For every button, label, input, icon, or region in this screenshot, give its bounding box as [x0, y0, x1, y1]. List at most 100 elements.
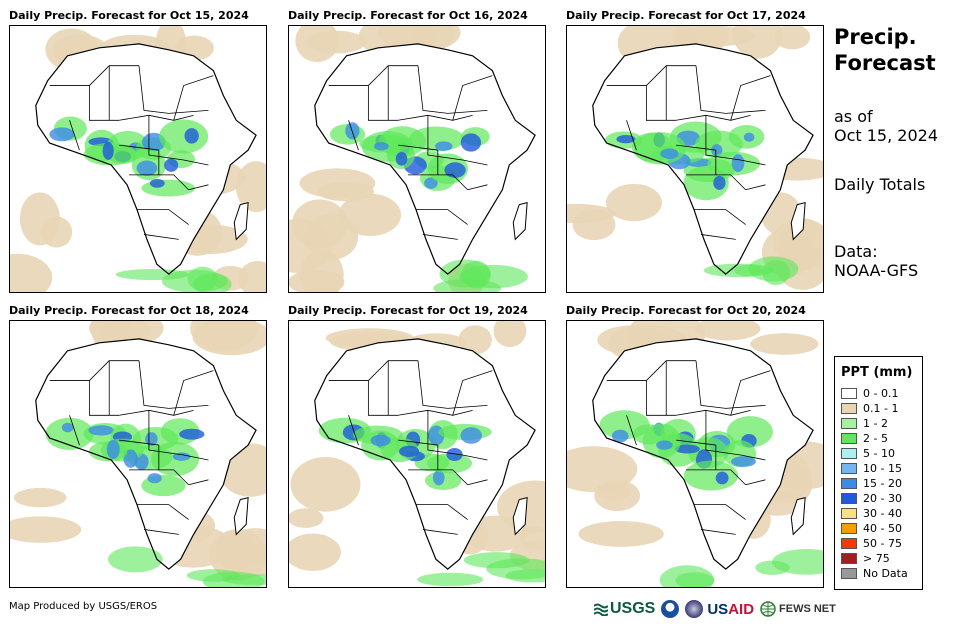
legend-swatch	[841, 403, 857, 414]
heavy-rain-area	[611, 429, 629, 443]
country-border	[695, 65, 766, 114]
dry-zone-patch	[750, 333, 819, 355]
heavy-rain-area	[149, 178, 165, 188]
legend-item: 20 - 30	[841, 491, 922, 506]
logo-bar: USGS USAID FEWS NET	[594, 597, 836, 621]
heavy-rain-area	[731, 456, 756, 467]
legend-item: 40 - 50	[841, 521, 922, 536]
ocean-rain-area	[417, 572, 484, 587]
ocean-rain-area	[486, 558, 545, 580]
country-border	[417, 360, 488, 409]
country-border	[452, 370, 493, 416]
as-of-date: Oct 15, 2024	[834, 126, 938, 145]
legend-item: 0.1 - 1	[841, 401, 922, 416]
legend-swatch	[841, 493, 857, 504]
country-border	[730, 370, 771, 416]
data-source-block: Data: NOAA-GFS	[834, 242, 918, 280]
ocean-rain-area	[659, 565, 715, 587]
country-border	[119, 114, 194, 121]
country-border	[676, 439, 716, 446]
legend-swatch	[841, 568, 857, 579]
legend-label: 2 - 5	[863, 432, 888, 445]
legend-swatch	[841, 433, 857, 444]
heavy-rain-area	[731, 154, 745, 172]
africa-coastline	[314, 338, 536, 570]
africa-map-graphic	[289, 26, 536, 292]
country-border	[705, 410, 766, 461]
country-border	[467, 479, 488, 486]
legend: PPT (mm) 0 - 0.1 0.1 - 1 1 - 2 2 - 5 5 - 10 1…	[834, 356, 923, 590]
legend-label: 20 - 30	[863, 492, 902, 505]
legend-label: 5 - 10	[863, 447, 895, 460]
legend-item: 15 - 20	[841, 476, 922, 491]
panel-title-1: Daily Precip. Forecast for Oct 15, 2024	[9, 9, 249, 22]
dry-zone-patch	[291, 199, 348, 249]
country-border	[416, 209, 468, 225]
legend-item: 10 - 15	[841, 461, 922, 476]
dry-zone-patch	[605, 183, 662, 222]
country-border	[398, 114, 473, 121]
legend-label: 30 - 40	[863, 507, 902, 520]
country-border	[427, 115, 488, 166]
heavy-rain-area	[660, 148, 679, 159]
data-source-name: NOAA-GFS	[834, 261, 919, 280]
dry-zone-patch	[774, 26, 811, 50]
dry-zone-patch	[572, 209, 616, 241]
country-border	[606, 380, 677, 416]
rain-area	[633, 132, 686, 165]
legend-rows: 0 - 0.1 0.1 - 1 1 - 2 2 - 5 5 - 10 10 - 15 15 …	[835, 386, 922, 581]
legend-swatch	[841, 448, 857, 459]
country-border	[686, 174, 746, 191]
panel-title-5: Daily Precip. Forecast for Oct 19, 2024	[288, 304, 528, 317]
heavy-rain-area	[743, 132, 755, 142]
dry-zone-patch	[493, 321, 527, 348]
dry-zone-patch	[596, 483, 631, 500]
rain-area	[683, 460, 739, 491]
africa-map-graphic	[567, 26, 823, 290]
legend-label: 0 - 0.1	[863, 387, 899, 400]
usgs-logo-text: USGS	[610, 600, 656, 617]
legend-label: 1 - 2	[863, 417, 888, 430]
country-border	[148, 410, 209, 461]
country-border	[188, 184, 209, 191]
dry-zone-patch	[694, 321, 761, 341]
country-border	[398, 439, 438, 446]
dry-zone-patch	[676, 26, 756, 47]
dry-zone-patch	[307, 30, 366, 54]
forecast-map-6	[566, 320, 824, 588]
heavy-rain-area	[395, 152, 408, 166]
madagascar-outline	[233, 497, 249, 536]
country-border	[626, 120, 637, 151]
dry-zone-patch	[19, 192, 60, 246]
ocean-rain-area	[222, 574, 266, 586]
forecast-map-1	[9, 25, 267, 293]
heavy-rain-area	[184, 128, 199, 144]
country-border	[49, 380, 120, 416]
legend-label: No Data	[863, 567, 908, 580]
country-border	[348, 120, 359, 151]
legend-item: No Data	[841, 566, 922, 581]
country-border	[695, 360, 766, 409]
africa-map-graphic	[10, 321, 266, 587]
heavy-rain-area	[399, 445, 420, 458]
country-border	[745, 479, 766, 486]
rain-area	[45, 417, 94, 450]
heavy-rain-area	[373, 142, 389, 151]
side-title: Precip. Forecast	[834, 24, 936, 76]
country-border	[173, 370, 214, 416]
country-border	[328, 380, 399, 416]
fews-net-text: FEWS NET	[779, 603, 836, 615]
legend-title: PPT (mm)	[841, 365, 913, 380]
panel-title-4: Daily Precip. Forecast for Oct 18, 2024	[9, 304, 249, 317]
as-of-label: as of	[834, 107, 873, 126]
heavy-rain-area	[106, 440, 120, 460]
country-border	[626, 415, 637, 446]
usgs-wave-icon	[594, 603, 608, 616]
madagascar-outline	[512, 497, 528, 536]
country-border	[119, 409, 194, 416]
legend-swatch	[841, 508, 857, 519]
heavy-rain-area	[102, 141, 114, 160]
side-title-line1: Precip.	[834, 25, 917, 49]
heavy-rain-area	[711, 144, 723, 157]
panel-title-2: Daily Precip. Forecast for Oct 16, 2024	[288, 9, 528, 22]
